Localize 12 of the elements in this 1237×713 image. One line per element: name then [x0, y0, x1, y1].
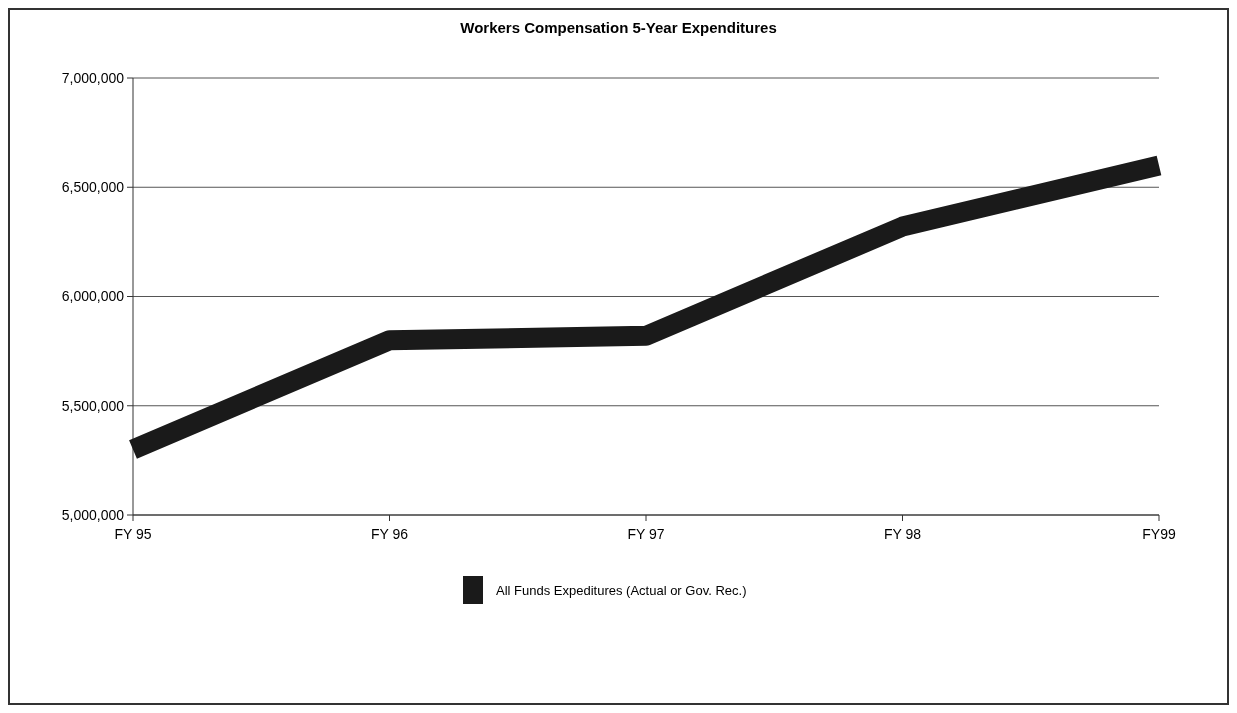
y-tick-label: 5,500,000 — [61, 397, 125, 414]
y-tick-label: 6,000,000 — [61, 288, 125, 305]
chart-title: Workers Compensation 5-Year Expenditures — [460, 19, 777, 36]
legend-label: All Funds Expeditures (Actual or Gov. Rec.) — [496, 582, 747, 598]
y-tick-label: 5,000,000 — [61, 506, 125, 523]
y-tick-label: 7,000,000 — [61, 69, 125, 86]
x-tick-label: FY99 — [1142, 526, 1176, 542]
y-tick-label: 6,500,000 — [61, 179, 125, 196]
x-tick-label: FY 97 — [627, 526, 665, 542]
x-tick-label: FY 95 — [114, 526, 152, 542]
x-tick-label: FY 96 — [370, 526, 409, 542]
x-tick-label: FY 98 — [883, 526, 922, 542]
